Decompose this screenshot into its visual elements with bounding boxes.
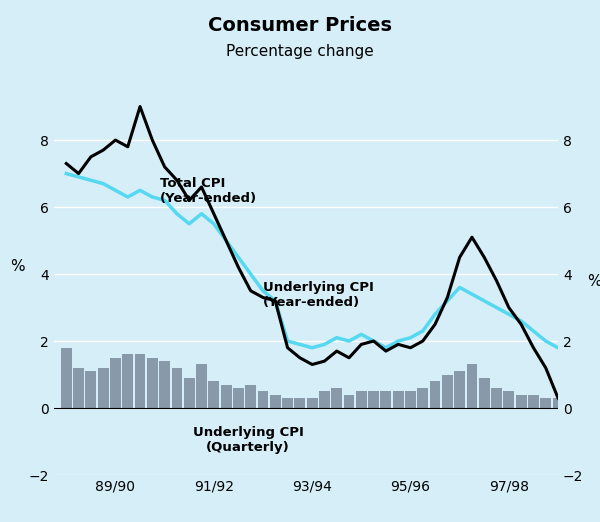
- Bar: [565, 398, 576, 408]
- Bar: [418, 388, 428, 408]
- Bar: [85, 371, 96, 408]
- Bar: [307, 398, 317, 408]
- Bar: [159, 361, 170, 408]
- Bar: [110, 358, 121, 408]
- Bar: [491, 388, 502, 408]
- Bar: [393, 392, 404, 408]
- Bar: [454, 371, 465, 408]
- Bar: [319, 392, 330, 408]
- Bar: [479, 378, 490, 408]
- Bar: [221, 385, 232, 408]
- Text: Consumer Prices: Consumer Prices: [208, 16, 392, 34]
- Bar: [344, 395, 355, 408]
- Bar: [282, 398, 293, 408]
- Bar: [73, 368, 84, 408]
- Bar: [134, 354, 145, 408]
- Y-axis label: %: %: [587, 274, 600, 289]
- Text: Underlying CPI
(Quarterly): Underlying CPI (Quarterly): [193, 426, 304, 455]
- Bar: [184, 378, 194, 408]
- Bar: [540, 398, 551, 408]
- Bar: [528, 395, 539, 408]
- Bar: [331, 388, 342, 408]
- Bar: [122, 354, 133, 408]
- Bar: [430, 381, 440, 408]
- Y-axis label: %: %: [10, 259, 25, 274]
- Bar: [61, 348, 72, 408]
- Bar: [503, 392, 514, 408]
- Bar: [295, 398, 305, 408]
- Bar: [516, 395, 527, 408]
- Bar: [589, 388, 600, 408]
- Bar: [405, 392, 416, 408]
- Bar: [147, 358, 158, 408]
- Bar: [553, 398, 563, 408]
- Bar: [98, 368, 109, 408]
- Text: Underlying CPI
(Year-ended): Underlying CPI (Year-ended): [263, 281, 374, 309]
- Bar: [172, 368, 182, 408]
- Bar: [233, 388, 244, 408]
- Bar: [270, 395, 281, 408]
- Bar: [356, 392, 367, 408]
- Bar: [442, 375, 453, 408]
- Bar: [368, 392, 379, 408]
- Bar: [196, 364, 207, 408]
- Bar: [380, 392, 391, 408]
- Bar: [257, 392, 268, 408]
- Bar: [245, 385, 256, 408]
- Text: Percentage change: Percentage change: [226, 44, 374, 60]
- Text: Total CPI
(Year-ended): Total CPI (Year-ended): [160, 177, 257, 205]
- Bar: [577, 395, 588, 408]
- Bar: [467, 364, 478, 408]
- Bar: [208, 381, 219, 408]
